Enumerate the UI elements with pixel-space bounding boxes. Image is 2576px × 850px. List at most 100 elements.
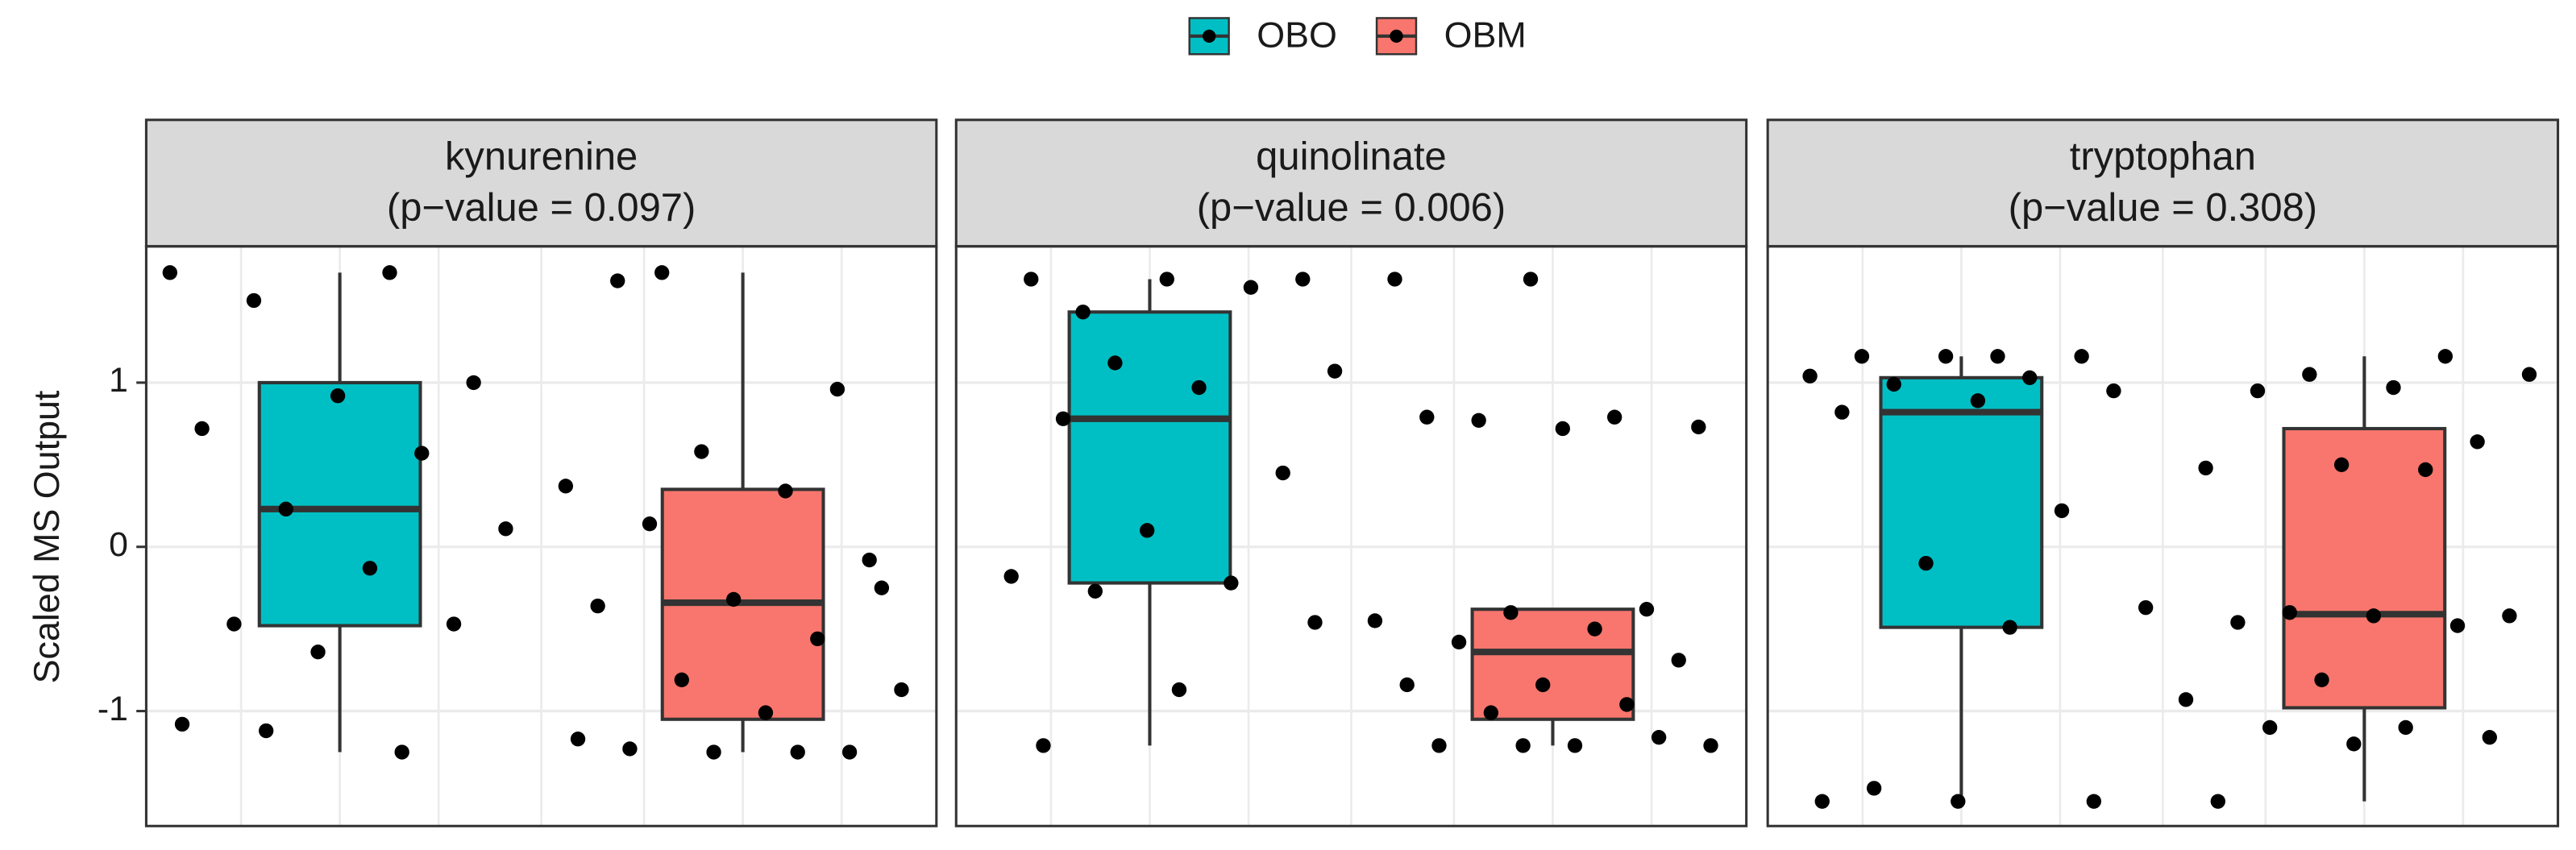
data-point <box>841 744 858 760</box>
data-point <box>1419 409 1435 425</box>
data-point <box>2106 383 2121 399</box>
data-point <box>2366 608 2382 624</box>
data-point <box>2198 460 2213 476</box>
data-point <box>1295 272 1311 287</box>
strip-title: tryptophan <box>2070 135 2256 179</box>
data-point <box>1503 605 1519 620</box>
box <box>1470 607 1635 721</box>
data-point <box>862 552 877 568</box>
data-point <box>2346 736 2362 752</box>
data-point <box>1431 738 1447 753</box>
data-point <box>758 705 774 720</box>
panel-border <box>1766 245 2560 827</box>
data-point <box>2470 434 2485 450</box>
panel-border <box>144 245 938 827</box>
strip-title: kynurenine <box>445 135 638 179</box>
data-point <box>1555 421 1570 437</box>
data-point <box>1587 621 1602 636</box>
data-point <box>725 591 742 607</box>
data-point <box>278 501 293 517</box>
data-point <box>2022 370 2038 385</box>
data-point <box>1451 634 1467 650</box>
data-point <box>2333 457 2350 472</box>
data-point <box>1938 349 1954 364</box>
data-point <box>1651 730 1667 745</box>
data-point <box>1140 523 1155 538</box>
data-point <box>1691 419 1706 435</box>
data-point <box>1191 379 1207 396</box>
data-point <box>790 744 805 760</box>
data-point <box>1483 705 1499 720</box>
data-point <box>1619 697 1635 712</box>
data-point <box>1523 272 1539 287</box>
data-point <box>1866 781 1882 796</box>
data-point <box>2282 605 2297 620</box>
data-point <box>2521 367 2537 382</box>
data-point <box>1224 575 1239 591</box>
data-point <box>2210 794 2225 809</box>
data-point <box>1387 272 1402 287</box>
data-point <box>1854 349 1870 364</box>
strip-background <box>954 118 1748 248</box>
data-point <box>1834 404 1850 420</box>
data-point <box>1886 376 1901 392</box>
strip-background <box>1766 118 2560 248</box>
data-point <box>2302 367 2317 382</box>
data-point <box>829 381 846 397</box>
data-point <box>498 521 513 537</box>
data-point <box>1639 602 1655 617</box>
box <box>1067 310 1232 585</box>
data-point <box>694 444 709 459</box>
strip-title: quinolinate <box>1256 135 1447 179</box>
data-point <box>226 616 242 632</box>
y-axis-title: Scaled MS Output <box>26 390 67 683</box>
data-point <box>642 516 658 532</box>
data-point <box>258 723 274 739</box>
legend-key-dot <box>1203 29 1216 43</box>
data-point <box>2002 620 2017 635</box>
data-point <box>1087 583 1103 599</box>
data-point <box>570 732 586 747</box>
data-point <box>1802 368 1818 384</box>
data-point <box>1970 393 1986 408</box>
data-point <box>2386 379 2401 396</box>
data-point <box>1399 677 1415 693</box>
data-point <box>1535 677 1551 693</box>
data-point <box>194 421 210 437</box>
box <box>1879 375 2044 629</box>
data-point <box>362 561 378 576</box>
data-point <box>1567 738 1583 753</box>
data-point <box>654 265 670 280</box>
legend-key-dot <box>1390 29 1403 43</box>
box <box>2282 426 2447 710</box>
data-point <box>1003 569 1019 584</box>
data-point <box>1055 411 1071 426</box>
data-point <box>874 580 890 595</box>
data-point <box>310 645 326 660</box>
data-point <box>1918 555 1934 571</box>
data-point <box>1307 615 1323 630</box>
data-point <box>2250 383 2266 399</box>
data-point <box>394 744 409 760</box>
data-point <box>558 479 574 494</box>
data-point <box>1990 349 2005 364</box>
y-tick-label: 1 <box>109 361 128 400</box>
data-point <box>610 273 625 288</box>
data-point <box>1327 363 1343 379</box>
data-point <box>2178 692 2194 707</box>
data-point <box>2230 615 2246 630</box>
strip-subtitle: (p−value = 0.006) <box>1197 186 1506 230</box>
strip-background <box>144 118 938 248</box>
data-point <box>446 616 462 632</box>
data-point <box>810 631 825 647</box>
strip-subtitle: (p−value = 0.308) <box>2009 186 2317 230</box>
data-point <box>2418 462 2433 478</box>
data-point <box>2314 672 2329 688</box>
data-point <box>1703 738 1718 753</box>
data-point <box>1036 738 1051 753</box>
data-point <box>2482 730 2498 745</box>
data-point <box>1024 272 1039 287</box>
data-point <box>1606 409 1622 425</box>
data-point <box>2437 349 2453 364</box>
